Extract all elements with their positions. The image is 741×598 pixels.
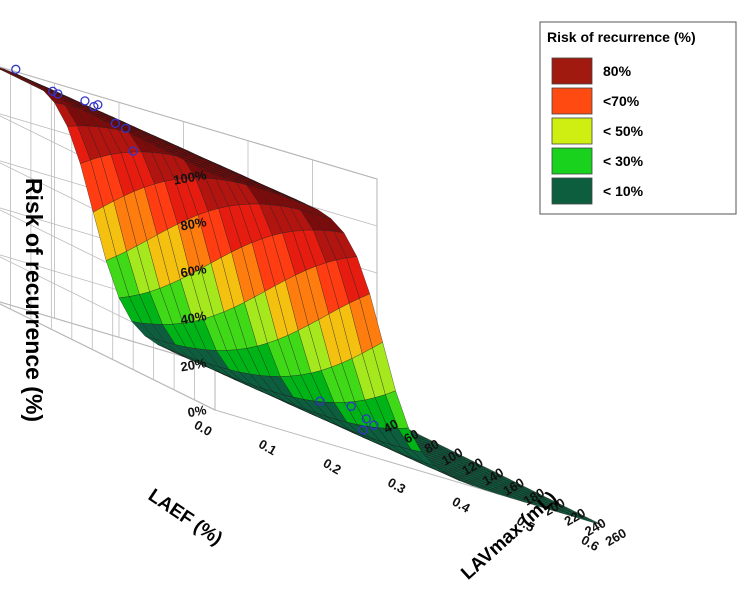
y-tick-label: 60 <box>401 426 421 446</box>
legend-label: < 30% <box>603 153 644 169</box>
surface-cell <box>20 79 44 89</box>
data-point <box>53 89 63 99</box>
x-axis-title: LAEF (%) <box>144 485 226 550</box>
risk-surface <box>0 67 603 526</box>
z-tick-label: 60% <box>179 261 208 280</box>
x-tick-label: 0.4 <box>450 494 474 516</box>
data-point <box>80 96 90 106</box>
z-tick-label: 0% <box>186 402 208 420</box>
data-point <box>346 401 356 411</box>
data-point <box>315 396 325 406</box>
legend-label: <70% <box>603 93 640 109</box>
x-tick-label: 0.2 <box>321 455 344 477</box>
legend-swatch <box>551 177 593 205</box>
observed-points <box>11 64 379 435</box>
z-tick-label: 20% <box>179 355 208 374</box>
legend-label: < 10% <box>603 183 644 199</box>
z-tick-label: 100% <box>172 167 208 188</box>
data-point <box>358 425 368 435</box>
surface-cell <box>578 515 603 526</box>
legend-swatch <box>551 87 593 115</box>
y-tick-label: 80 <box>422 436 442 456</box>
data-point <box>110 118 121 128</box>
z-tick-label: 80% <box>179 214 208 233</box>
x-tick-label: 0.3 <box>385 475 408 497</box>
legend-swatch <box>551 57 593 85</box>
y-tick-label: 40 <box>381 416 401 436</box>
data-point <box>48 86 58 96</box>
legend: Risk of recurrence (%) 80% <70% < 50% < 30%… <box>539 21 737 215</box>
data-point <box>128 146 138 156</box>
x-tick-label: 0.0 <box>192 417 215 439</box>
z-tick-label: 40% <box>179 308 208 327</box>
data-point <box>361 414 371 424</box>
legend-label: < 50% <box>603 123 644 139</box>
legend-label: 80% <box>603 63 632 79</box>
legend-title: Risk of recurrence (%) <box>547 29 696 45</box>
data-point <box>11 64 21 74</box>
data-point <box>120 123 131 134</box>
x-tick-label: 0.1 <box>256 436 279 458</box>
z-axis-title: Risk of recurrence (%) <box>21 178 47 422</box>
data-point <box>93 100 103 110</box>
legend-swatch <box>551 117 593 145</box>
data-point <box>369 420 379 430</box>
legend-swatch <box>551 147 593 175</box>
